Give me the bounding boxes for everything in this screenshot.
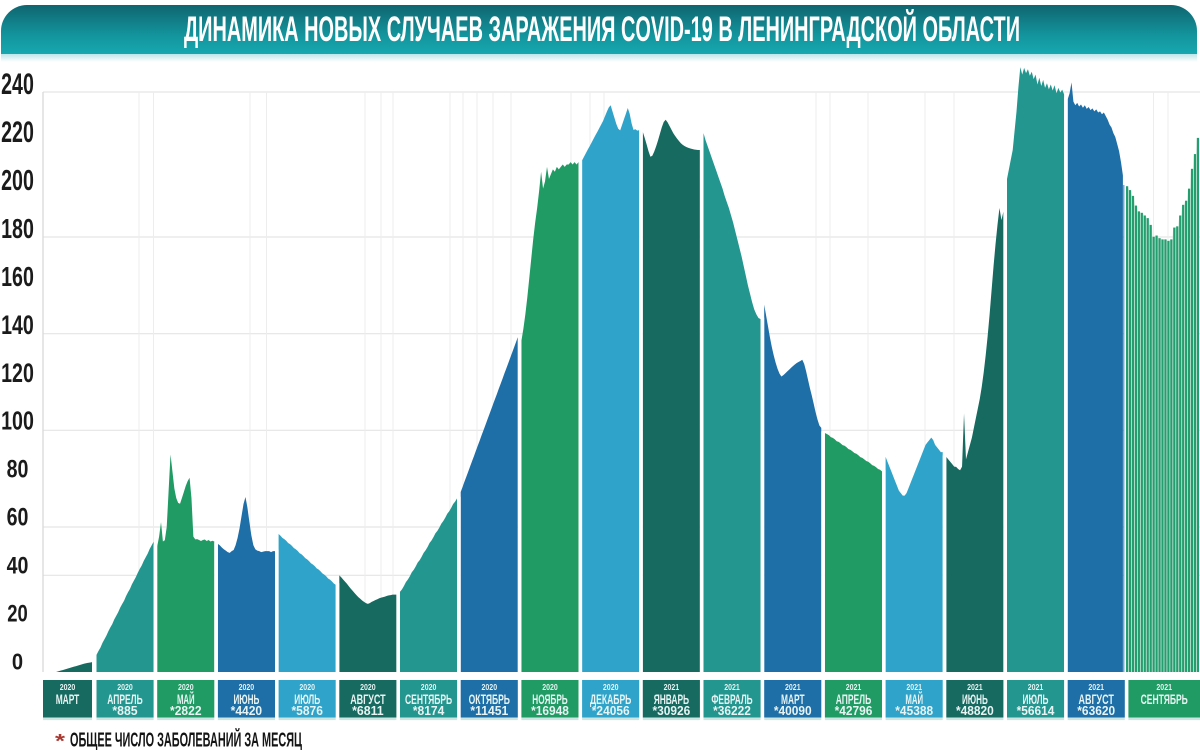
svg-text:*24056: *24056 <box>592 703 630 718</box>
svg-text:2020: 2020 <box>360 682 376 692</box>
svg-text:2020: 2020 <box>178 682 194 692</box>
svg-text:160: 160 <box>1 261 34 292</box>
svg-text:*63620: *63620 <box>1077 703 1115 718</box>
svg-text:ИЮЛЬ: ИЮЛЬ <box>294 692 320 707</box>
svg-text:2020: 2020 <box>542 682 558 692</box>
svg-text:2021: 2021 <box>906 682 922 692</box>
svg-text:100: 100 <box>1 408 34 436</box>
svg-text:240: 240 <box>1 68 34 101</box>
svg-text:2021: 2021 <box>846 682 862 692</box>
svg-text:*16948: *16948 <box>531 703 569 718</box>
svg-text:*885: *885 <box>112 703 137 718</box>
svg-text:ИЮЛЬ: ИЮЛЬ <box>1023 692 1049 707</box>
svg-text:80: 80 <box>7 456 29 484</box>
svg-text:220: 220 <box>1 116 34 149</box>
svg-text:*36222: *36222 <box>713 703 751 718</box>
svg-text:АВГУСТ: АВГУСТ <box>1079 692 1115 707</box>
svg-text:0: 0 <box>12 648 23 674</box>
svg-text:120: 120 <box>1 358 34 388</box>
svg-text:2021: 2021 <box>1088 682 1104 692</box>
svg-text:60: 60 <box>7 505 29 532</box>
svg-text:2021: 2021 <box>724 682 740 692</box>
svg-text:200: 200 <box>1 165 34 197</box>
svg-text:МАРТ: МАРТ <box>781 692 805 707</box>
svg-text:*6811: *6811 <box>352 703 384 718</box>
svg-text:ОКТЯБРЬ: ОКТЯБРЬ <box>469 692 510 707</box>
svg-text:2020: 2020 <box>603 682 619 692</box>
svg-text:*40090: *40090 <box>774 703 812 718</box>
svg-text:140: 140 <box>1 309 34 340</box>
svg-text:ДИНАМИКА НОВЫХ СЛУЧАЕВ ЗАРАЖЕН: ДИНАМИКА НОВЫХ СЛУЧАЕВ ЗАРАЖЕНИЯ COVID-1… <box>184 9 1020 49</box>
svg-text:2021: 2021 <box>967 682 983 692</box>
svg-text:ФЕВРАЛЬ: ФЕВРАЛЬ <box>711 692 752 707</box>
svg-text:2021: 2021 <box>1156 682 1172 692</box>
svg-text:2020: 2020 <box>239 682 255 692</box>
svg-text:*56614: *56614 <box>1017 703 1055 718</box>
svg-text:ИЮНЬ: ИЮНЬ <box>233 692 259 707</box>
svg-text:АПРЕЛЬ: АПРЕЛЬ <box>836 692 871 707</box>
svg-text:*5876: *5876 <box>291 703 323 718</box>
svg-text:*42796: *42796 <box>835 703 873 718</box>
svg-text:2020: 2020 <box>421 682 437 692</box>
svg-text:*8174: *8174 <box>413 703 445 718</box>
svg-text:2020: 2020 <box>60 682 76 692</box>
svg-text:20: 20 <box>7 601 28 627</box>
svg-text:2020: 2020 <box>482 682 498 692</box>
svg-text:ДЕКАБРЬ: ДЕКАБРЬ <box>590 692 631 707</box>
svg-text:2021: 2021 <box>785 682 801 692</box>
svg-text:2020: 2020 <box>117 682 133 692</box>
svg-text:*30926: *30926 <box>653 703 691 718</box>
svg-text:НОЯБРЬ: НОЯБРЬ <box>532 692 567 707</box>
svg-text:2021: 2021 <box>1028 682 1044 692</box>
svg-text:*4420: *4420 <box>231 703 263 718</box>
svg-text:МАРТ: МАРТ <box>56 692 80 707</box>
svg-text:2021: 2021 <box>664 682 680 692</box>
svg-text:180: 180 <box>1 212 34 244</box>
svg-text:ИЮНЬ: ИЮНЬ <box>962 692 988 707</box>
svg-text:2020: 2020 <box>299 682 315 692</box>
svg-text:ОБЩЕЕ ЧИСЛО ЗАБОЛЕВАНИЙ ЗА МЕС: ОБЩЕЕ ЧИСЛО ЗАБОЛЕВАНИЙ ЗА МЕСЯЦ <box>70 728 302 750</box>
svg-text:АПРЕЛЬ: АПРЕЛЬ <box>107 692 142 707</box>
svg-text:СЕНТЯБРЬ: СЕНТЯБРЬ <box>405 692 452 707</box>
svg-text:*: * <box>55 732 66 750</box>
svg-text:АВГУСТ: АВГУСТ <box>350 692 386 707</box>
svg-text:*11451: *11451 <box>470 703 508 718</box>
svg-text:*45388: *45388 <box>895 703 933 718</box>
svg-text:МАЙ: МАЙ <box>177 692 195 707</box>
svg-text:ЯНВАРЬ: ЯНВАРЬ <box>654 692 689 707</box>
svg-text:СЕНТЯБРЬ: СЕНТЯБРЬ <box>1141 692 1188 707</box>
svg-text:МАЙ: МАЙ <box>905 692 923 707</box>
svg-text:*48820: *48820 <box>956 703 994 718</box>
svg-text:40: 40 <box>7 552 29 579</box>
svg-text:*2822: *2822 <box>170 703 202 718</box>
